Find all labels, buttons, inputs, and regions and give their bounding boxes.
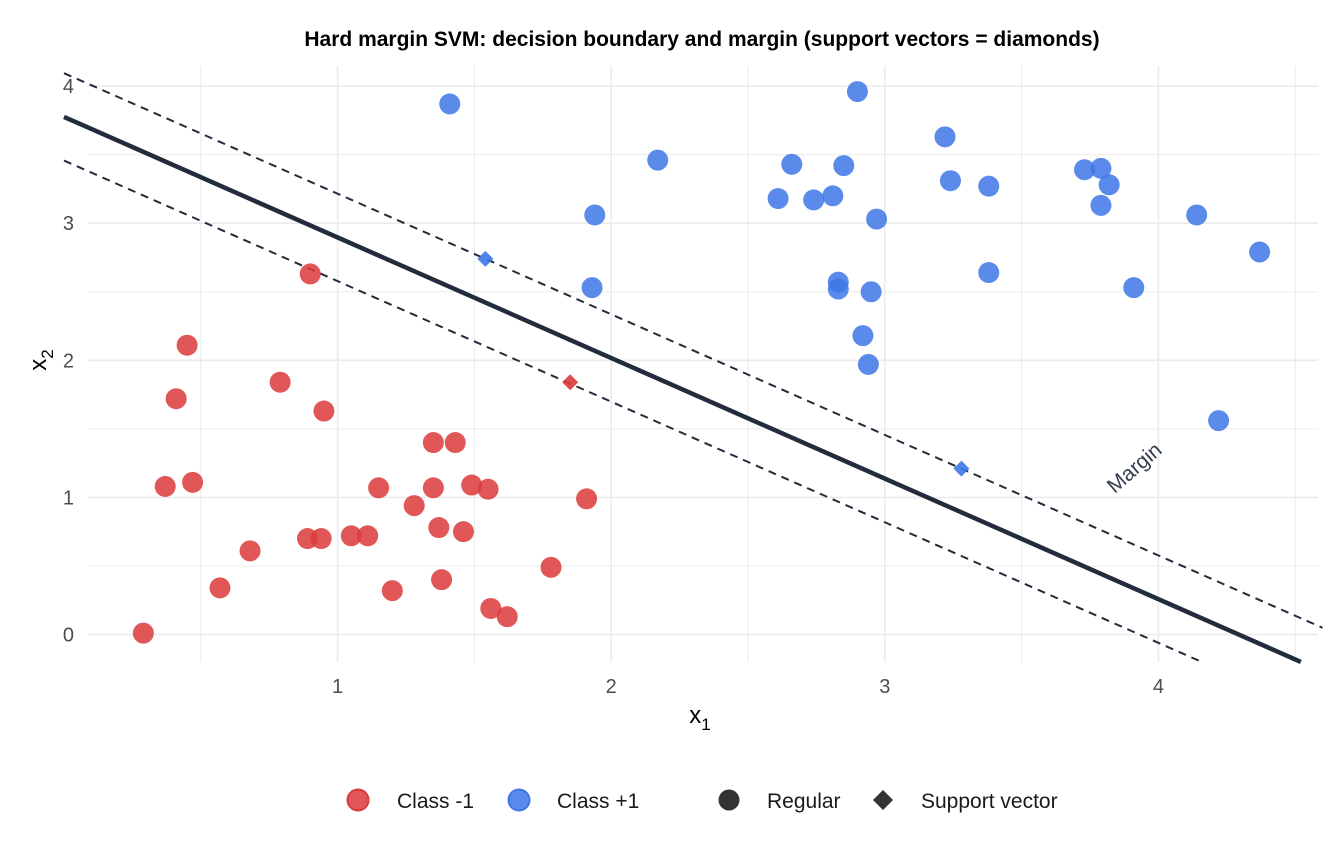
data-point (857, 353, 879, 375)
data-point (866, 208, 888, 230)
support-vector-point (562, 374, 579, 391)
data-point (1098, 174, 1120, 196)
legend-key-class-pos (507, 788, 531, 812)
x-tick-label: 4 (1153, 676, 1164, 698)
legend-key-class-neg (346, 788, 370, 812)
data-point (480, 597, 502, 619)
y-tick-label: 4 (63, 76, 74, 98)
data-point (209, 577, 231, 599)
data-point (1090, 194, 1112, 216)
decision-boundary (63, 114, 1302, 664)
data-point (496, 606, 518, 628)
data-point (439, 93, 461, 115)
data-point (176, 334, 198, 356)
data-point (860, 281, 882, 303)
data-point (461, 474, 483, 496)
data-point (1074, 159, 1096, 181)
data-point (1186, 204, 1208, 226)
data-point (540, 556, 562, 578)
data-point (299, 263, 321, 285)
data-point (340, 525, 362, 547)
data-point (1090, 157, 1112, 179)
y-tick-label: 3 (63, 213, 74, 235)
margin-annotation: Margin (1103, 438, 1167, 498)
legend-key-support-vector (873, 790, 893, 810)
data-point (934, 126, 956, 148)
support-vector-point (953, 460, 970, 477)
data-point (477, 478, 499, 500)
data-point (452, 521, 474, 543)
data-point (781, 153, 803, 175)
data-point (403, 495, 425, 517)
data-point (978, 262, 1000, 284)
data-point (822, 185, 844, 207)
chart-title: Hard margin SVM: decision boundary and m… (304, 28, 1099, 51)
legend-label-class-neg: Class -1 (397, 790, 474, 813)
grid (88, 66, 1318, 662)
data-point (846, 81, 868, 103)
y-tick-label: 1 (63, 487, 74, 509)
data-point (154, 475, 176, 497)
data-point (310, 528, 332, 550)
data-point (1208, 410, 1230, 432)
data-point (422, 477, 444, 499)
y-tick-label: 2 (63, 350, 74, 372)
data-point (939, 170, 961, 192)
data-point (1123, 277, 1145, 299)
data-point (444, 432, 466, 454)
x-axis-title: x1 (689, 702, 710, 734)
data-point (368, 477, 390, 499)
data-point (182, 471, 204, 493)
data-point (165, 388, 187, 410)
data-point (584, 204, 606, 226)
data-point (431, 569, 453, 591)
x-tick-label: 3 (879, 676, 890, 698)
data-point (381, 580, 403, 602)
data-point (1249, 241, 1271, 263)
data-point (978, 175, 1000, 197)
data-point (833, 155, 855, 177)
data-point (767, 188, 789, 210)
data-point (647, 149, 669, 171)
legend-label-class-pos: Class +1 (557, 790, 639, 813)
data-point (576, 488, 598, 510)
y-tick-label: 0 (63, 625, 74, 647)
data-point (422, 432, 444, 454)
x-tick-label: 2 (606, 676, 617, 698)
data-point (269, 371, 291, 393)
support-vector-point (477, 250, 494, 267)
legend: Class -1 Class +1 Regular Support vector (346, 788, 1058, 813)
x-tick-label: 1 (332, 676, 343, 698)
data-point (428, 517, 450, 539)
data-point (827, 278, 849, 300)
legend-label-regular: Regular (767, 790, 841, 813)
data-point (239, 540, 261, 562)
data-point (132, 622, 154, 644)
y-axis-title: x2 (25, 349, 57, 370)
margin-line (63, 159, 1203, 663)
legend-key-regular (718, 789, 740, 811)
data-point (852, 325, 874, 347)
margin-line (63, 72, 1323, 629)
boundary-lines (63, 72, 1323, 664)
axis-ticks: 1 2 3 4 0 1 2 3 4 (63, 76, 1164, 698)
data-point (313, 400, 335, 422)
data-point (581, 277, 603, 299)
data-points (132, 81, 1271, 644)
legend-label-support-vector: Support vector (921, 790, 1058, 813)
data-point (357, 525, 379, 547)
data-point (803, 189, 825, 211)
